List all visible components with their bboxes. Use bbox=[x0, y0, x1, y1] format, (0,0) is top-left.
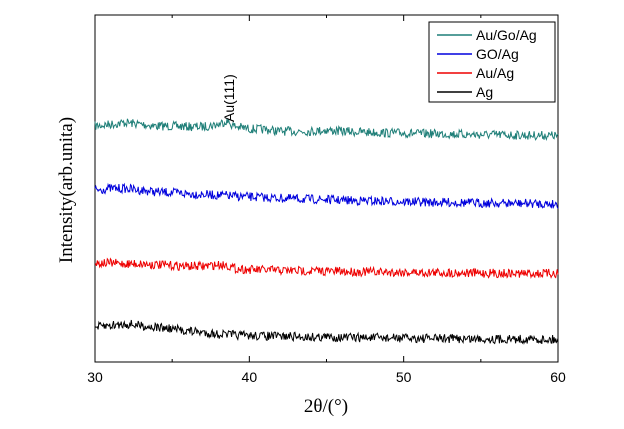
peak-annotation: Au(111) bbox=[221, 74, 237, 122]
legend: Au/Go/Ag GO/Ag Au/Ag Ag bbox=[428, 21, 556, 103]
series-line-3 bbox=[94, 319, 559, 345]
y-axis-label: Intensity(arb.unita) bbox=[56, 117, 77, 263]
series-line-2 bbox=[94, 257, 559, 279]
legend-label: GO/Ag bbox=[476, 46, 519, 62]
legend-label: Au/Ag bbox=[476, 65, 514, 81]
series-line-0 bbox=[94, 118, 559, 141]
legend-label: Au/Go/Ag bbox=[476, 27, 537, 43]
legend-label: Ag bbox=[476, 84, 493, 100]
x-tick-label: 40 bbox=[242, 369, 258, 385]
x-tick-label: 60 bbox=[550, 369, 566, 385]
x-axis-label: 2θ/(°) bbox=[304, 396, 348, 417]
x-tick-label: 30 bbox=[87, 369, 103, 385]
series-line-1 bbox=[94, 182, 559, 210]
x-tick-label: 50 bbox=[396, 369, 412, 385]
